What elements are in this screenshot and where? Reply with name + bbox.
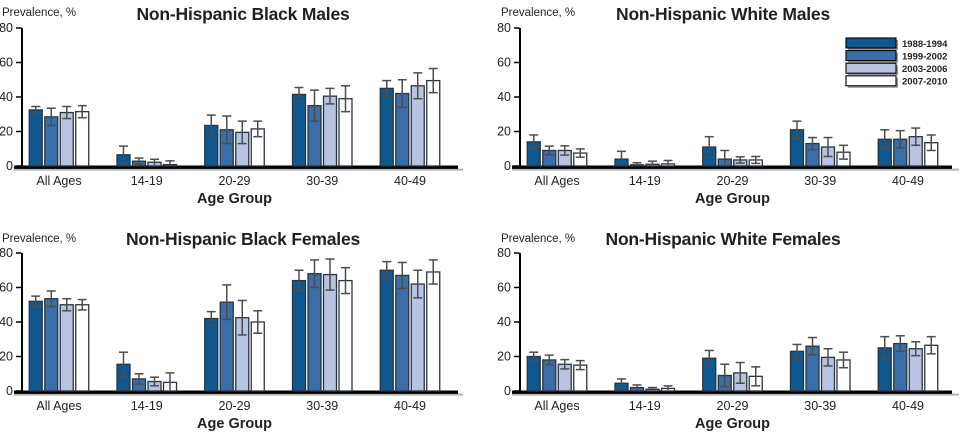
bar-1988-1994-All Ages (526, 355, 541, 392)
bar-1988-1994-30-39 (291, 93, 307, 167)
x-axis-line (14, 390, 458, 394)
bar-1988-1994-All Ages (28, 300, 43, 392)
x-category-label: All Ages (36, 174, 81, 188)
x-category-label: 40-49 (892, 399, 924, 413)
y-tick-label: 0 (6, 384, 13, 398)
y-tick-label: 20 (497, 125, 511, 139)
x-category-label: 14-19 (131, 399, 163, 413)
panel-title: Non-Hispanic White Females (606, 229, 841, 249)
chart-non-hispanic-white-males: 0 20 40 60 80 Prevalence, % Non-Hispanic White… (497, 4, 959, 207)
panel-non-hispanic-white-females: 0 20 40 60 80 Prevalence, % Non-Hispanic White… (480, 217, 960, 435)
x-axis-line (512, 165, 952, 169)
panel-title: Non-Hispanic Black Males (136, 4, 350, 24)
bar-2007-2010-All Ages (75, 304, 90, 392)
x-axis-line (512, 390, 952, 394)
panel-title: Non-Hispanic Black Females (126, 229, 361, 249)
y-tick-label: 0 (504, 159, 511, 173)
bar-2003-2006-30-39 (322, 95, 338, 167)
x-category-label: 20-29 (219, 399, 251, 413)
bar-1988-1994-40-49 (379, 87, 394, 167)
x-category-label: 40-49 (394, 174, 426, 188)
bar-1999-2002-All Ages (44, 298, 59, 392)
bar-2003-2006-30-39 (322, 273, 338, 392)
bar-1988-1994-20-29 (204, 317, 219, 392)
y-tick-label: 60 (497, 56, 511, 70)
bar-2003-2006-All Ages (59, 304, 74, 392)
x-axis-line (14, 165, 458, 169)
bar-2003-2006-40-49 (410, 283, 425, 392)
y-tick-label: 80 (497, 21, 511, 35)
legend-label-2003-2006: 2003-2006 (902, 64, 947, 75)
x-category-label: 30-39 (306, 174, 338, 188)
y-tick-label: 80 (0, 246, 13, 260)
panel-non-hispanic-white-males: 0 20 40 60 80 Prevalence, % Non-Hispanic White… (480, 0, 960, 217)
bar-1999-2002-30-39 (307, 273, 322, 392)
x-category-label: 30-39 (804, 174, 836, 188)
x-category-label: 30-39 (306, 399, 338, 413)
x-axis-title: Age Group (197, 191, 272, 207)
x-axis-title: Age Group (695, 416, 770, 432)
y-tick-label: 20 (0, 350, 13, 364)
y-axis-title: Prevalence, % (501, 7, 575, 19)
y-tick-label: 0 (504, 384, 511, 398)
legend-label-2007-2010: 2007-2010 (902, 77, 947, 88)
y-tick-label: 60 (497, 281, 511, 295)
bar-2007-2010-30-39 (338, 279, 353, 392)
y-tick-label: 60 (0, 56, 13, 70)
x-category-label: 40-49 (892, 174, 924, 188)
panel-non-hispanic-black-females: 0 20 40 60 80 Prevalence, % Non-Hispanic Black… (0, 217, 480, 435)
bar-2007-2010-40-49 (426, 271, 441, 392)
x-category-label: 20-29 (717, 399, 749, 413)
y-tick-label: 80 (0, 21, 13, 35)
bar-2007-2010-All Ages (75, 111, 90, 167)
x-category-label: 40-49 (394, 399, 426, 413)
x-category-label: 14-19 (131, 174, 163, 188)
x-axis-title: Age Group (695, 191, 770, 207)
y-tick-label: 20 (0, 125, 13, 139)
x-axis-title: Age Group (197, 416, 272, 432)
chart-non-hispanic-black-males: 0 20 40 60 80 Prevalence, % Non-Hispanic Black… (0, 4, 463, 207)
x-category-label: 20-29 (717, 174, 749, 188)
legend-swatch-1988-1994 (845, 37, 897, 49)
y-tick-label: 40 (0, 90, 13, 104)
bar-1999-2002-40-49 (395, 274, 410, 392)
x-category-label: All Ages (534, 399, 579, 413)
panel-title: Non-Hispanic White Males (616, 4, 830, 24)
legend-label-1988-1994: 1988-1994 (902, 39, 948, 50)
y-axis-title: Prevalence, % (2, 233, 76, 245)
legend-swatch-2003-2006 (845, 62, 897, 74)
y-axis-title: Prevalence, % (2, 7, 76, 19)
y-tick-label: 40 (0, 315, 13, 329)
y-axis-title: Prevalence, % (501, 233, 575, 245)
panel-non-hispanic-black-males: 0 20 40 60 80 Prevalence, % Non-Hispanic Black… (0, 0, 480, 217)
x-category-label: 14-19 (629, 174, 661, 188)
x-category-label: All Ages (36, 399, 81, 413)
y-tick-label: 60 (0, 281, 13, 295)
y-tick-label: 0 (6, 159, 13, 173)
y-tick-label: 80 (497, 246, 511, 260)
x-category-label: All Ages (534, 174, 579, 188)
bar-2003-2006-All Ages (59, 111, 74, 167)
bar-1988-1994-All Ages (28, 109, 43, 167)
bar-1988-1994-40-49 (379, 269, 394, 392)
bar-1988-1994-30-39 (291, 279, 307, 392)
x-category-label: 14-19 (629, 399, 661, 413)
y-tick-label: 40 (497, 315, 511, 329)
x-category-label: 30-39 (804, 399, 836, 413)
y-tick-label: 20 (497, 350, 511, 364)
legend-swatch-1999-2002 (845, 50, 897, 62)
y-tick-label: 40 (497, 90, 511, 104)
legend-label-1999-2002: 1999-2002 (902, 51, 947, 62)
x-category-label: 20-29 (219, 174, 251, 188)
legend-swatch-2007-2010 (845, 75, 897, 87)
